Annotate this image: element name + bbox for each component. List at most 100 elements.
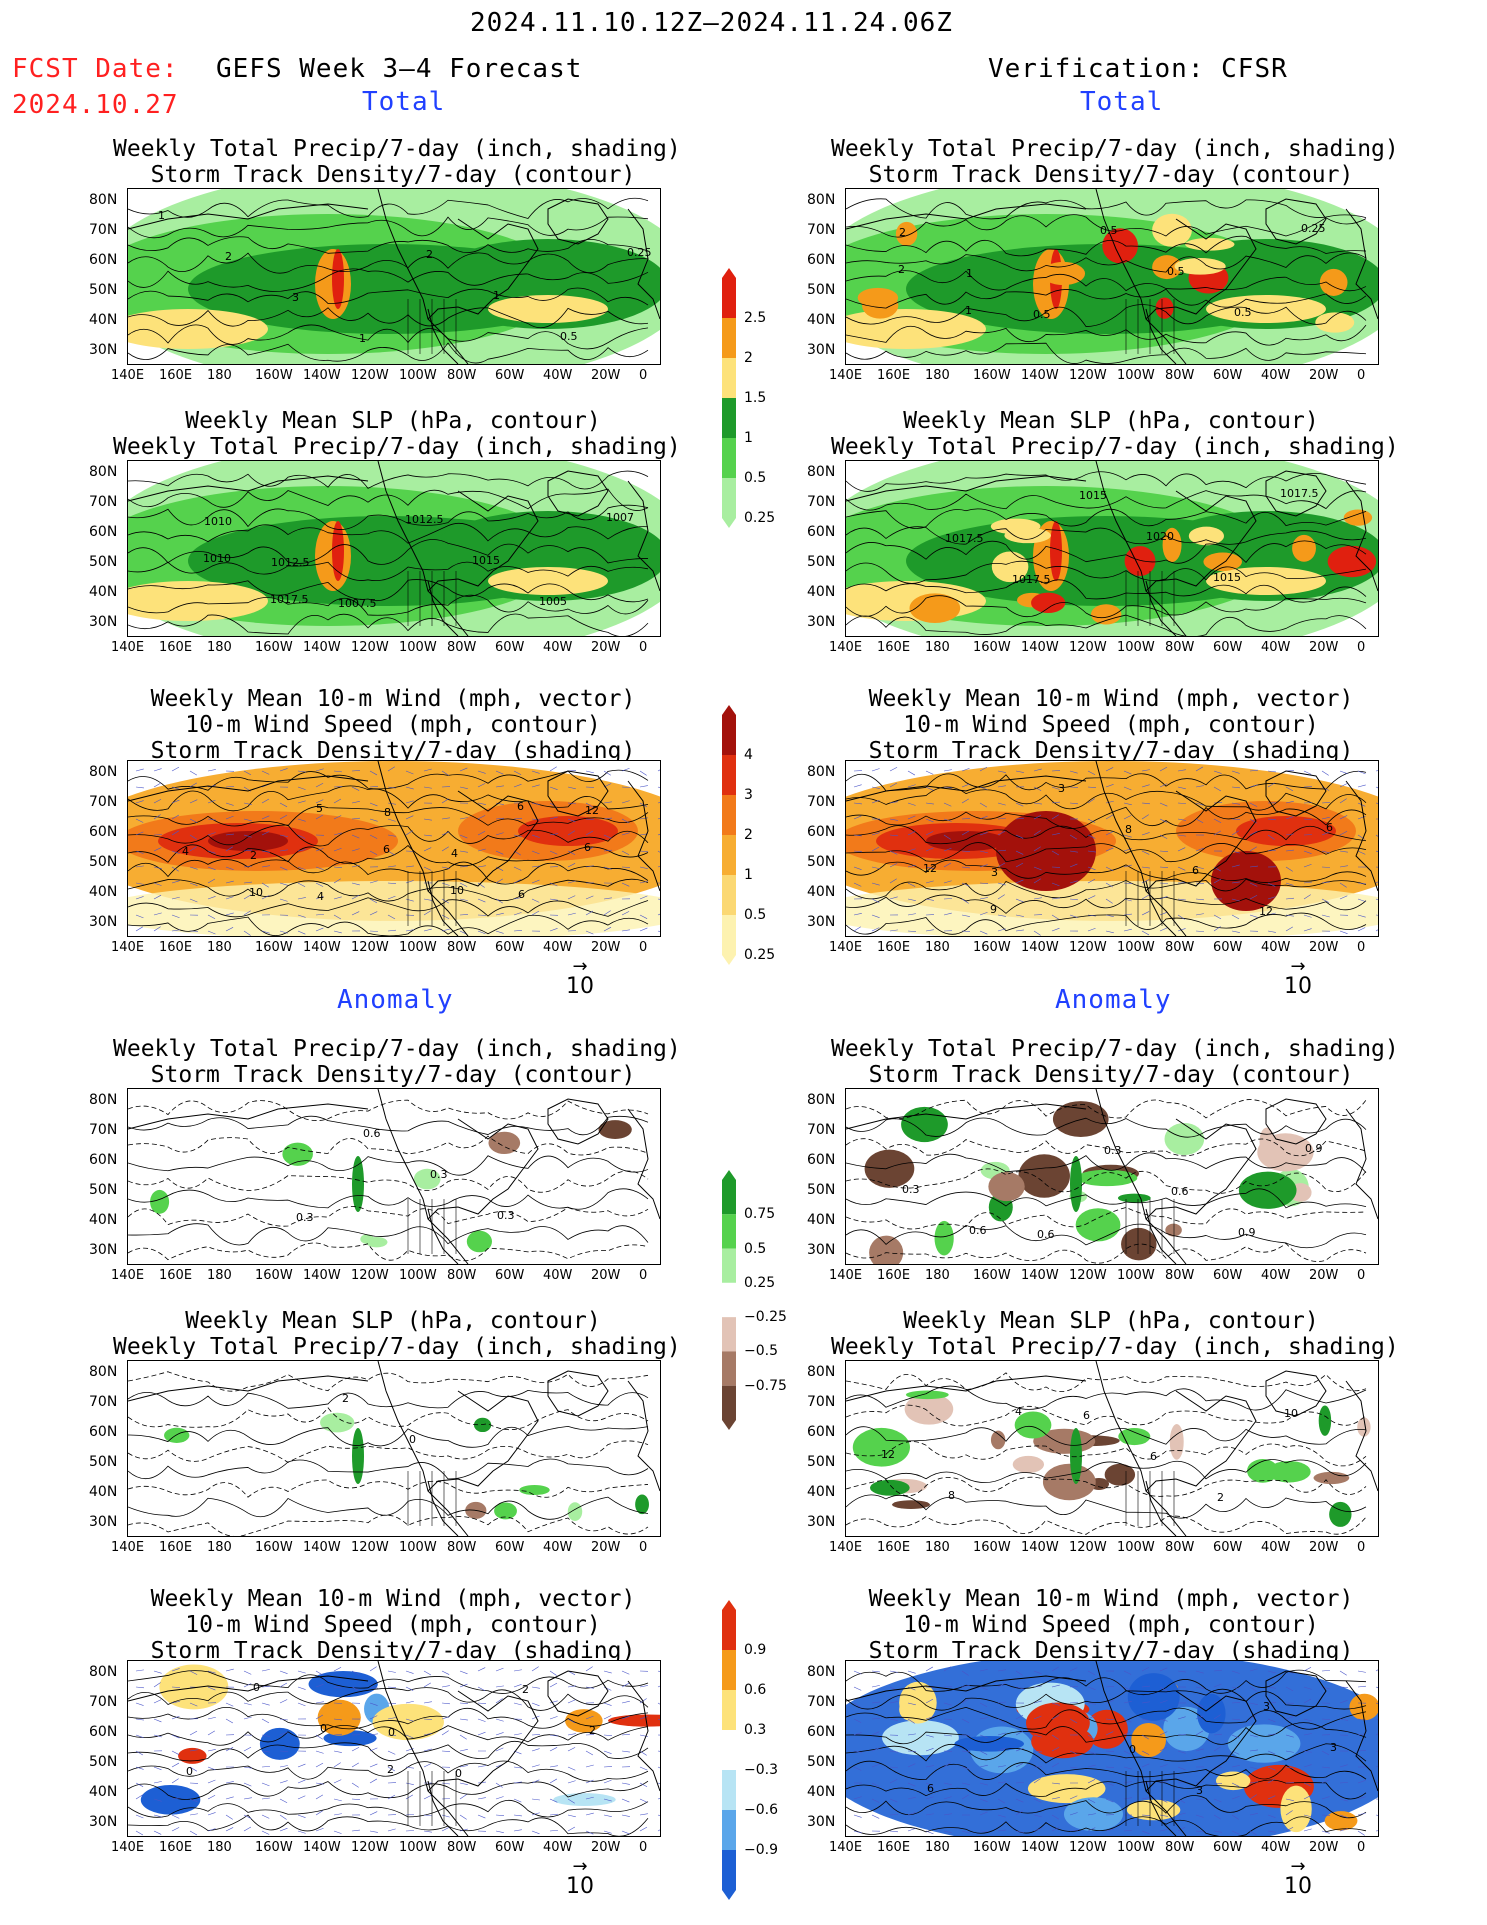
wind-vector (997, 1829, 1006, 1832)
wind-vector (351, 817, 360, 820)
wind-vector (153, 912, 162, 916)
wind-vector (889, 834, 898, 837)
wind-vector (1033, 866, 1042, 871)
shading-blob (164, 1427, 190, 1444)
arrow-icon: → (572, 1856, 588, 1877)
map-plot: 2 1 0.5 0.5 0.5 0.5 0.25 2 1 (845, 188, 1379, 365)
wind-vector (513, 1814, 522, 1817)
longitude-label: 140W (303, 368, 341, 383)
coastline (427, 580, 459, 636)
wind-vector (1231, 898, 1240, 902)
wind-vector (1159, 834, 1168, 839)
wind-vector (871, 1718, 881, 1720)
shading-blob (598, 1120, 632, 1140)
contour-label: 2 (387, 1763, 394, 1776)
wind-vector (279, 866, 288, 871)
wind-vector (1249, 802, 1258, 807)
contour-line (128, 539, 649, 565)
wind-vector (171, 850, 180, 854)
wind-vector (639, 880, 648, 884)
wind-vector (657, 1829, 660, 1832)
wind-vector (1357, 882, 1366, 885)
colorbar-tick-label: 2.5 (744, 310, 767, 326)
wind-vector (189, 1702, 198, 1707)
wind-vector (603, 1798, 612, 1802)
longitude-label: 80W (1165, 940, 1195, 955)
latitude-label: 30N (89, 1814, 118, 1830)
wind-vector (621, 767, 630, 772)
wind-vector (1141, 1814, 1150, 1816)
contour-line (846, 1795, 1367, 1819)
contour-label: 1007 (606, 511, 634, 524)
wind-vector (477, 1702, 486, 1704)
longitude-label: 140W (303, 640, 341, 655)
colorbar-segment (722, 755, 736, 795)
shading-blob (1318, 1405, 1332, 1436)
wind-vector (925, 770, 934, 775)
colorbar-segment (722, 875, 736, 915)
wind-vector (603, 866, 612, 870)
wind-vector (1303, 914, 1312, 918)
contour-line (846, 1152, 1367, 1174)
contour-label: 0 (1129, 1743, 1136, 1756)
section-total-right: Total (1080, 87, 1164, 117)
latitude-label: 60N (807, 824, 836, 840)
wind-vector (531, 850, 540, 855)
wind-vector (315, 927, 324, 932)
wind-vector (1231, 930, 1240, 933)
wind-vector (961, 818, 971, 820)
wind-vector (621, 1670, 630, 1675)
wind-vector (925, 1796, 934, 1800)
wind-vector (387, 766, 395, 772)
shading-blob (282, 1142, 313, 1166)
wind-vector (907, 882, 916, 887)
wind-vector (189, 782, 198, 788)
wind-vector (889, 863, 898, 868)
wind-vector (657, 1670, 660, 1672)
wind-vector (979, 1734, 988, 1739)
wind-vector (423, 768, 432, 772)
map-plot: 1 2 3 1 2 1 0.5 0.25 (127, 188, 661, 365)
wind-vector (585, 1764, 594, 1768)
contour-line (128, 1407, 649, 1431)
wind-vector (1267, 1814, 1276, 1818)
wind-vector (225, 1827, 234, 1832)
wind-vector (423, 1732, 432, 1736)
wind-vector (585, 1812, 594, 1816)
wind-vector (351, 1782, 359, 1788)
colorbar-arrow-top (722, 268, 736, 278)
shading-blob (208, 831, 288, 851)
wind-vector (853, 1686, 862, 1691)
latitude-label: 50N (807, 1454, 836, 1470)
wind-vector (979, 850, 988, 854)
shading-blob (494, 1502, 517, 1520)
latitude-label: 80N (807, 1092, 836, 1108)
latitude-label: 40N (89, 1784, 118, 1800)
wind-vector (979, 766, 988, 772)
contour-label: 0.3 (296, 1211, 314, 1224)
wind-vector (1033, 1685, 1042, 1688)
contour-label: 0.9 (1305, 1142, 1323, 1155)
wind-vector (1069, 1718, 1078, 1724)
wind-vector (907, 784, 916, 788)
wind-vector (1375, 1718, 1378, 1720)
wind-vector (531, 898, 540, 903)
wind-vector (261, 1702, 270, 1706)
wind-vector (603, 897, 612, 900)
wind-vector (603, 1715, 612, 1720)
longitude-label: 40W (1261, 640, 1291, 655)
wind-vector (853, 926, 861, 932)
panel-title-line: Weekly Total Precip/7-day (inch, shading… (831, 136, 1399, 162)
wind-vector (1249, 831, 1258, 836)
colorbar-segment (722, 1850, 736, 1890)
contour-label: 0.9 (1238, 1226, 1256, 1239)
contour-label: 1 (158, 209, 165, 222)
longitude-label: 140E (829, 1268, 863, 1283)
wind-vector (495, 1718, 504, 1722)
contour-line (846, 878, 1367, 900)
wind-vector (1123, 1797, 1132, 1800)
latitude-label: 70N (807, 794, 836, 810)
longitude-label: 120W (351, 1540, 389, 1555)
longitude-label: 140W (1021, 1840, 1059, 1855)
wind-vector (1141, 784, 1150, 788)
